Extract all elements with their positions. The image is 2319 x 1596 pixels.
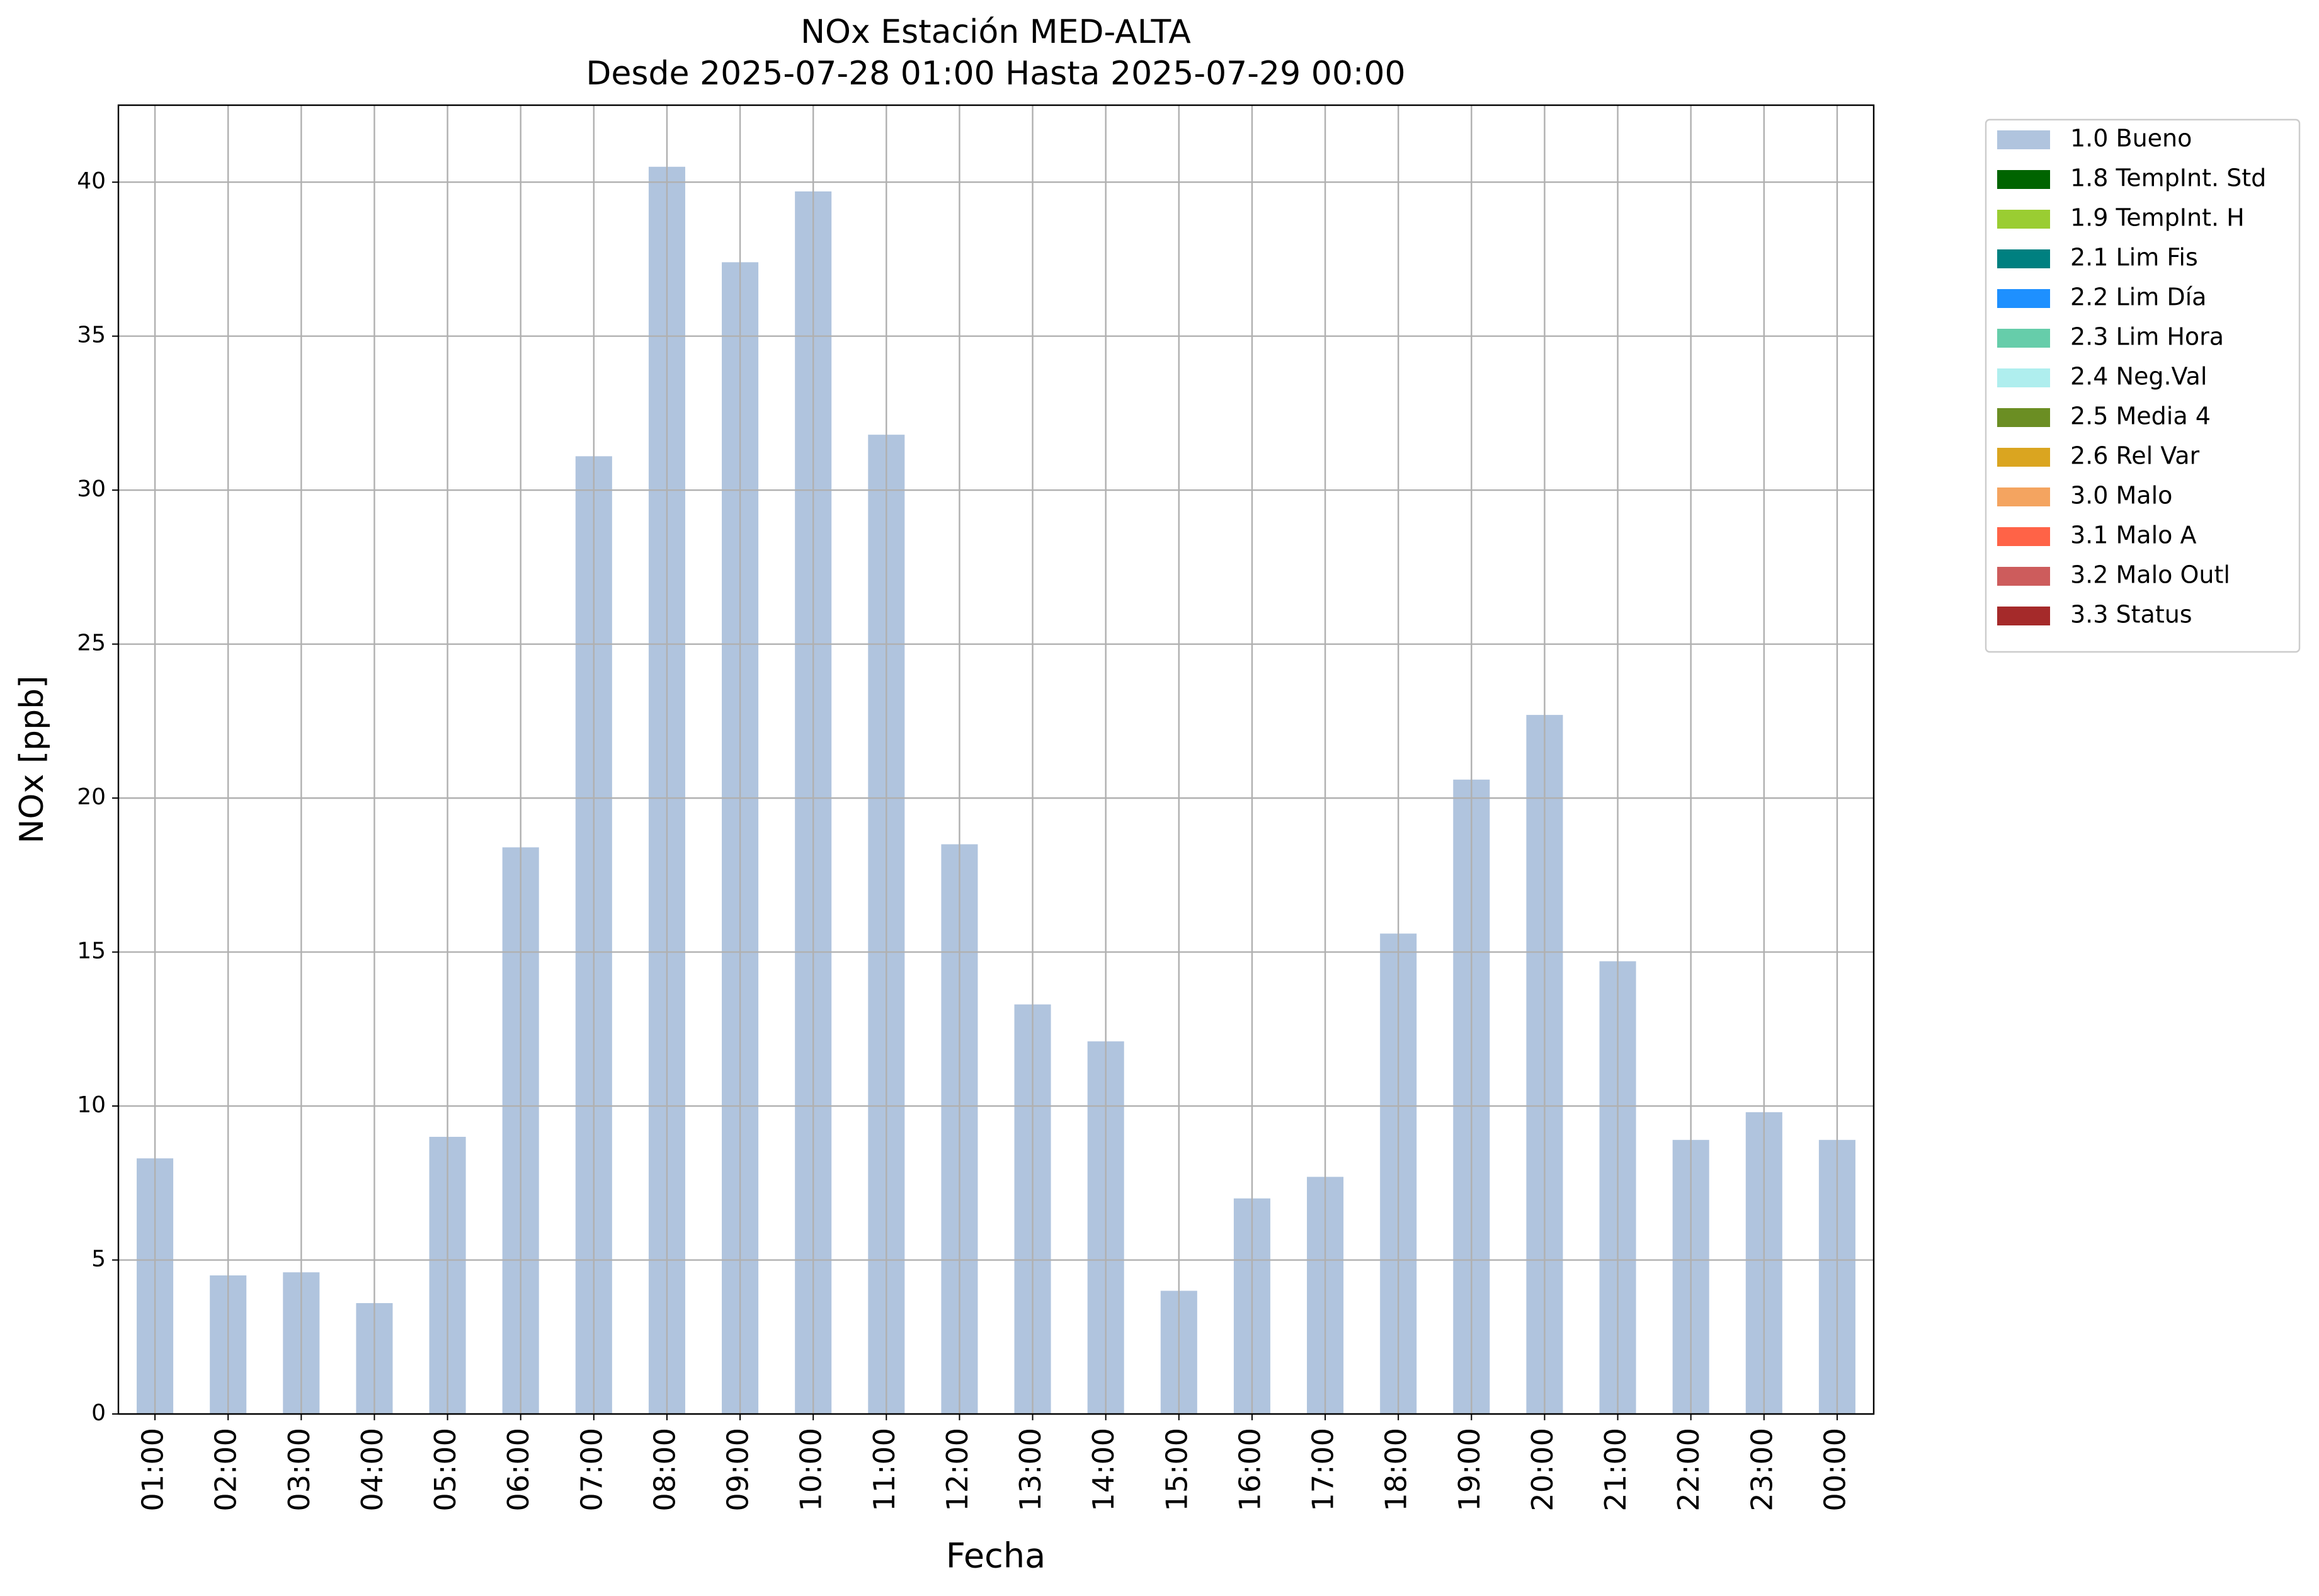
legend-swatch — [1997, 567, 2050, 586]
y-tick-label: 15 — [77, 938, 106, 964]
legend-label: 2.3 Lim Hora — [2070, 323, 2224, 351]
y-tick-label: 40 — [77, 168, 106, 194]
legend-swatch — [1997, 408, 2050, 427]
legend-swatch — [1997, 527, 2050, 546]
x-tick-label: 11:00 — [867, 1428, 901, 1512]
x-tick-label: 13:00 — [1013, 1428, 1047, 1512]
x-tick-label: 00:00 — [1818, 1428, 1852, 1512]
legend-swatch — [1997, 487, 2050, 506]
y-tick-label: 20 — [77, 784, 106, 810]
legend-label: 2.1 Lim Fis — [2070, 244, 2198, 271]
x-tick-label: 10:00 — [794, 1428, 828, 1512]
x-axis-label: Fecha — [946, 1536, 1046, 1576]
legend-label: 3.2 Malo Outl — [2070, 561, 2230, 589]
y-axis-label: NOx [ppb] — [13, 676, 51, 844]
legend-label: 3.0 Malo — [2070, 482, 2172, 510]
y-tick-label: 10 — [77, 1092, 106, 1118]
y-tick-label: 30 — [77, 476, 106, 502]
chart-title: NOx Estación MED-ALTA — [801, 13, 1191, 51]
legend-label: 1.8 TempInt. Std — [2070, 164, 2266, 192]
x-tick-label: 09:00 — [721, 1428, 755, 1512]
x-tick-label: 02:00 — [209, 1428, 243, 1512]
legend-label: 3.1 Malo A — [2070, 522, 2196, 549]
x-tick-label: 22:00 — [1672, 1428, 1706, 1512]
legend-label: 3.3 Status — [2070, 601, 2192, 629]
legend-label: 1.0 Bueno — [2070, 125, 2192, 152]
x-tick-label: 21:00 — [1598, 1428, 1632, 1512]
legend-label: 2.6 Rel Var — [2070, 442, 2200, 470]
x-tick-label: 16:00 — [1233, 1428, 1267, 1512]
x-tick-label: 03:00 — [282, 1428, 316, 1512]
legend-swatch — [1997, 329, 2050, 348]
legend-swatch — [1997, 289, 2050, 308]
legend-label: 2.4 Neg.Val — [2070, 363, 2207, 390]
x-tick-label: 18:00 — [1379, 1428, 1413, 1512]
y-tick-label: 5 — [91, 1246, 106, 1272]
x-tick-label: 14:00 — [1086, 1428, 1120, 1512]
x-tick-label: 12:00 — [940, 1428, 974, 1512]
y-tick-label: 25 — [77, 630, 106, 656]
x-tick-label: 01:00 — [136, 1428, 170, 1512]
x-tick-label: 19:00 — [1452, 1428, 1486, 1512]
legend-swatch — [1997, 210, 2050, 229]
legend-label: 1.9 TempInt. H — [2070, 204, 2245, 232]
legend-swatch — [1997, 249, 2050, 268]
legend-box — [1985, 118, 2301, 653]
chart-subtitle: Desde 2025-07-28 01:00 Hasta 2025-07-29 … — [586, 55, 1405, 93]
x-tick-label: 23:00 — [1745, 1428, 1779, 1512]
legend-swatch — [1997, 130, 2050, 149]
x-tick-label: 17:00 — [1306, 1428, 1340, 1512]
legend-label: 2.2 Lim Día — [2070, 283, 2206, 311]
plot-frame — [117, 104, 1875, 1415]
x-tick-label: 07:00 — [574, 1428, 608, 1512]
legend-swatch — [1997, 170, 2050, 189]
x-tick-label: 15:00 — [1160, 1428, 1194, 1512]
x-tick-label: 04:00 — [355, 1428, 389, 1512]
y-tick-label: 0 — [91, 1400, 106, 1426]
y-tick-label: 35 — [77, 322, 106, 348]
legend-swatch — [1997, 448, 2050, 467]
legend-swatch — [1997, 368, 2050, 387]
x-tick-label: 08:00 — [647, 1428, 681, 1512]
x-tick-label: 05:00 — [428, 1428, 462, 1512]
legend-label: 2.5 Media 4 — [2070, 402, 2211, 430]
x-tick-label: 20:00 — [1525, 1428, 1559, 1512]
legend-swatch — [1997, 607, 2050, 625]
x-tick-label: 06:00 — [501, 1428, 535, 1512]
